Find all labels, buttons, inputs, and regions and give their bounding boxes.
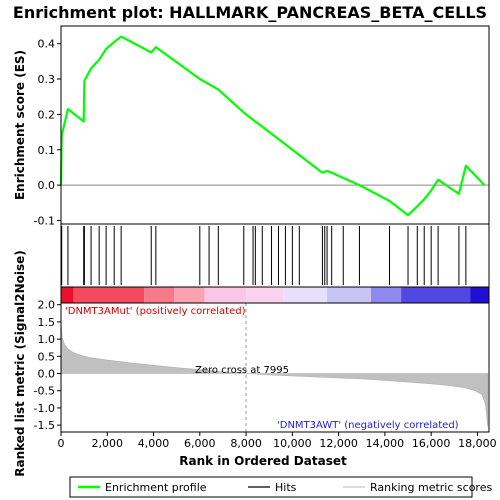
- xtick-label-4: 8,000: [230, 437, 262, 450]
- xtick-label-5: 10,000: [273, 437, 312, 450]
- xtick-label-1: 2,000: [92, 437, 124, 450]
- xtick-label-9: 18,000: [458, 437, 497, 450]
- zero-cross-label: Zero cross at 7995: [195, 365, 289, 376]
- color-bar-segment-3: [174, 287, 205, 303]
- x-axis-label: Rank in Ordered Dataset: [179, 454, 347, 468]
- legend-label-1: Hits: [275, 481, 297, 494]
- metric-ytick-label-0: -1.5: [34, 419, 55, 432]
- metric-ytick-label-7: 2.0: [38, 299, 56, 312]
- es-panel-frame: [60, 25, 490, 225]
- xtick-label-7: 14,000: [366, 437, 405, 450]
- metric-panel-frame: [60, 302, 490, 433]
- color-bar-segment-6: [283, 287, 328, 303]
- negative-correlation-label: 'DNMT3AWT' (negatively correlated): [277, 420, 459, 431]
- metric-ytick-label-5: 1.0: [38, 333, 56, 346]
- xtick-label-6: 12,000: [319, 437, 358, 450]
- metric-ytick-label-1: -1.0: [34, 402, 55, 415]
- es-ytick-label-3: 0.2: [38, 108, 56, 121]
- chart-title: Enrichment plot: HALLMARK_PANCREAS_BETA_…: [13, 3, 487, 22]
- es-ytick-label-2: 0.1: [38, 144, 56, 157]
- ranking-metric-area: [60, 321, 489, 427]
- positive-correlation-label: 'DNMT3AMut' (positively correlated): [65, 306, 246, 317]
- xtick-label-8: 16,000: [412, 437, 451, 450]
- legend-label-0: Enrichment profile: [105, 481, 207, 494]
- xtick-label-0: 0: [58, 437, 65, 450]
- metric-ytick-label-2: -0.5: [34, 385, 55, 398]
- hits-panel-frame: [60, 223, 490, 288]
- color-bar-segment-0: [61, 287, 74, 303]
- color-bar-segment-5: [246, 287, 284, 303]
- es-ytick-label-5: 0.4: [38, 38, 56, 51]
- legend-box: [69, 476, 473, 498]
- es-ytick-label-4: 0.3: [38, 73, 56, 86]
- metric-y-axis-label: Ranked list metric (Signal2Noise): [13, 250, 27, 477]
- color-bar-segment-2: [144, 287, 175, 303]
- xtick-label-3: 6,000: [184, 437, 216, 450]
- color-bar-segment-1: [73, 287, 145, 303]
- color-bar-segment-4: [204, 287, 247, 303]
- xtick-label-2: 4,000: [138, 437, 170, 450]
- es-ytick-label-1: 0.0: [38, 179, 56, 192]
- color-bar-segment-10: [470, 287, 489, 303]
- color-bar-segment-8: [371, 287, 402, 303]
- legend-label-2: Ranking metric scores: [370, 481, 492, 494]
- metric-ytick-label-4: 0.5: [38, 350, 56, 363]
- color-bar-segment-9: [401, 287, 471, 303]
- color-bar-segment-7: [327, 287, 372, 303]
- metric-ytick-label-6: 1.5: [38, 316, 56, 329]
- enrichment-profile-line: [59, 35, 486, 217]
- es-y-axis-label: Enrichment score (ES): [13, 50, 27, 200]
- metric-ytick-label-3: 0.0: [38, 368, 56, 381]
- es-ytick-label-0: -0.1: [34, 214, 55, 227]
